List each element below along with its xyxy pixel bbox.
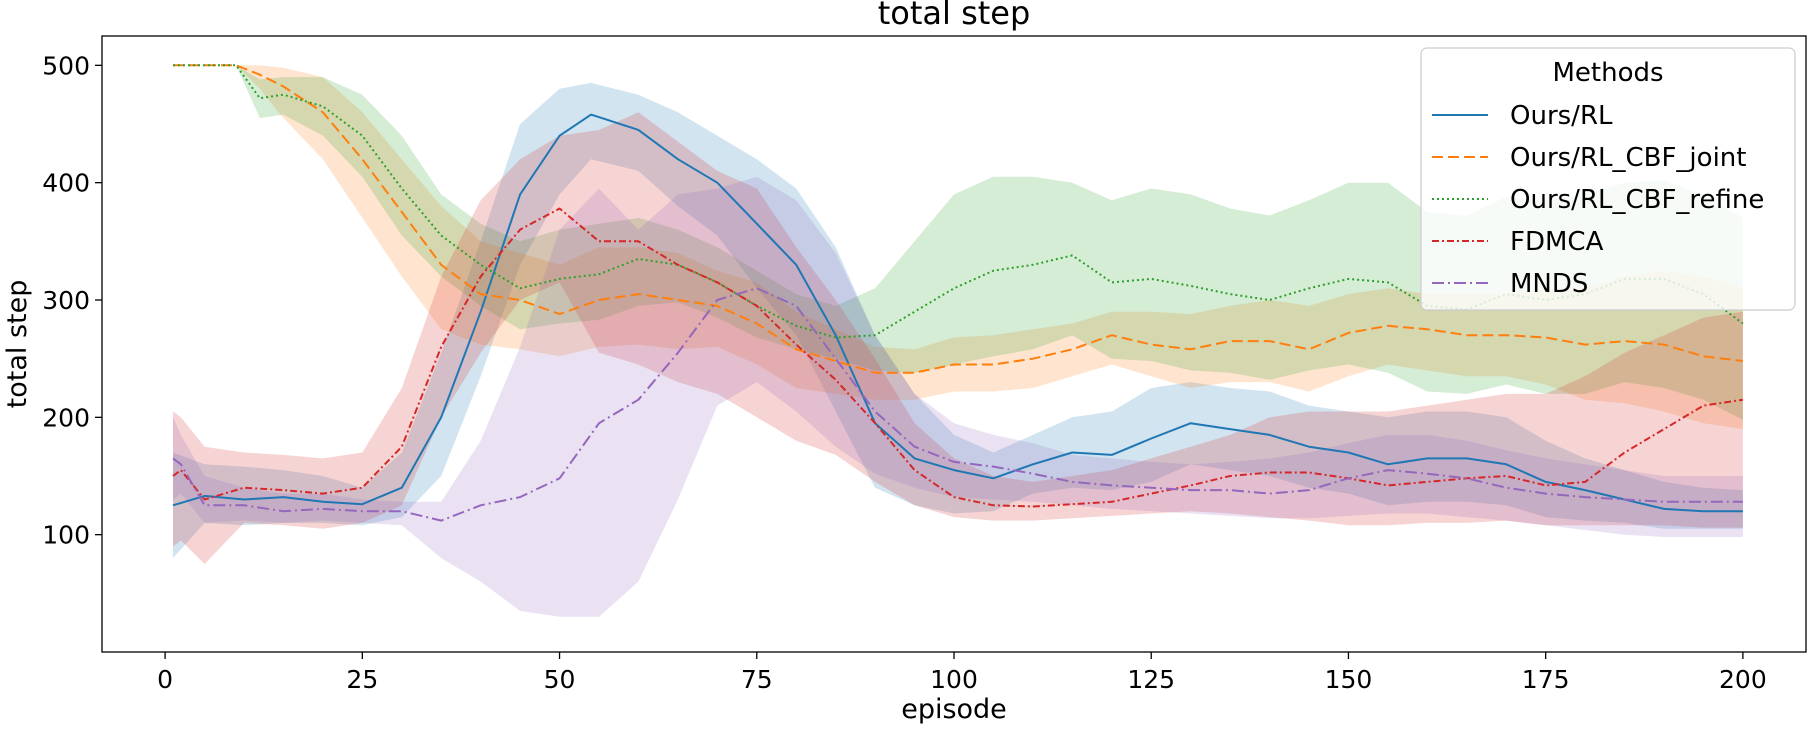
x-tick-label: 100 — [930, 665, 978, 694]
band-ours-rl-cbf-joint — [173, 65, 1743, 430]
y-tick-label: 400 — [42, 169, 90, 198]
band-mnds — [173, 176, 1743, 617]
chart-title: total step — [878, 0, 1031, 32]
x-tick-label: 50 — [544, 665, 576, 694]
line-ours-rl-cbf-refine — [173, 64, 1744, 339]
band-ours-rl — [173, 82, 1743, 559]
x-tick-label: 150 — [1325, 665, 1373, 694]
y-tick-label: 100 — [42, 521, 90, 550]
x-axis-label: episode — [901, 694, 1007, 725]
series-lines — [172, 64, 1744, 522]
legend-label-mnds: MNDS — [1510, 269, 1588, 299]
legend-label-ours-rl: Ours/RL — [1510, 101, 1613, 131]
y-tick-label: 200 — [42, 403, 90, 432]
y-tick-label: 500 — [42, 51, 90, 80]
line-fdmca — [172, 207, 1744, 508]
band-ours-rl-cbf-refine — [173, 65, 1743, 420]
x-tick-label: 25 — [346, 665, 378, 694]
x-tick-label: 0 — [157, 665, 173, 694]
legend-box — [1420, 47, 1796, 311]
legend: Methods Ours/RL Ours/RL_CBF_joint Ours/RL_… — [1420, 47, 1796, 311]
x-tick-label: 125 — [1127, 665, 1175, 694]
legend-items: Ours/RL Ours/RL_CBF_joint Ours/RL_CBF_refi… — [1432, 101, 1764, 299]
x-tick-label: 75 — [741, 665, 773, 694]
line-mnds — [172, 287, 1743, 522]
x-tick-label: 175 — [1522, 665, 1570, 694]
legend-label-ours-rl-cbf-joint: Ours/RL_CBF_joint — [1510, 143, 1746, 173]
y-tick-label: 300 — [42, 286, 90, 315]
legend-label-ours-rl-cbf-refine: Ours/RL_CBF_refine — [1510, 185, 1764, 215]
confidence-bands — [173, 65, 1743, 617]
y-axis-ticks: 100 200 300 400 500 — [42, 51, 102, 550]
line-ours-rl-cbf-joint — [173, 64, 1744, 374]
x-axis-ticks: 0 25 50 75 100 125 150 175 200 — [157, 652, 1767, 694]
x-tick-label: 200 — [1719, 665, 1767, 694]
y-axis-label: total step — [2, 280, 33, 409]
legend-title: Methods — [1552, 58, 1663, 88]
legend-label-fdmca: FDMCA — [1510, 227, 1604, 257]
band-fdmca — [173, 112, 1743, 565]
line-ours-rl — [172, 113, 1743, 513]
